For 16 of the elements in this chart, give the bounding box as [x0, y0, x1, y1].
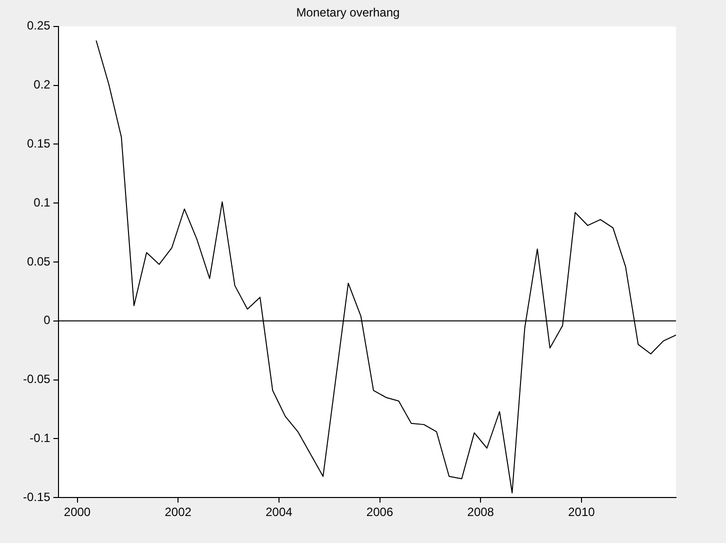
y-tick-label: -0.1	[30, 431, 51, 446]
chart-title: Monetary overhang	[296, 6, 400, 20]
x-tick-label: 2008	[467, 505, 494, 520]
x-tick-label: 2002	[164, 505, 192, 520]
y-tick-label: 0.05	[26, 254, 51, 268]
x-tick-label: 2000	[64, 505, 91, 520]
y-tick-label: 0.15	[26, 136, 51, 151]
y-tick-label: -0.05	[22, 372, 51, 386]
y-tick-label: 0.2	[34, 78, 51, 92]
y-tick-label: -0.15	[22, 490, 51, 504]
x-tick-label: 2010	[568, 505, 596, 520]
y-tick-label: 0.25	[26, 18, 51, 33]
y-tick-label: 0	[44, 313, 51, 328]
x-tick-label: 2004	[266, 505, 293, 520]
x-tick-label: 2006	[366, 505, 394, 520]
y-tick-label: 0.1	[34, 195, 51, 210]
